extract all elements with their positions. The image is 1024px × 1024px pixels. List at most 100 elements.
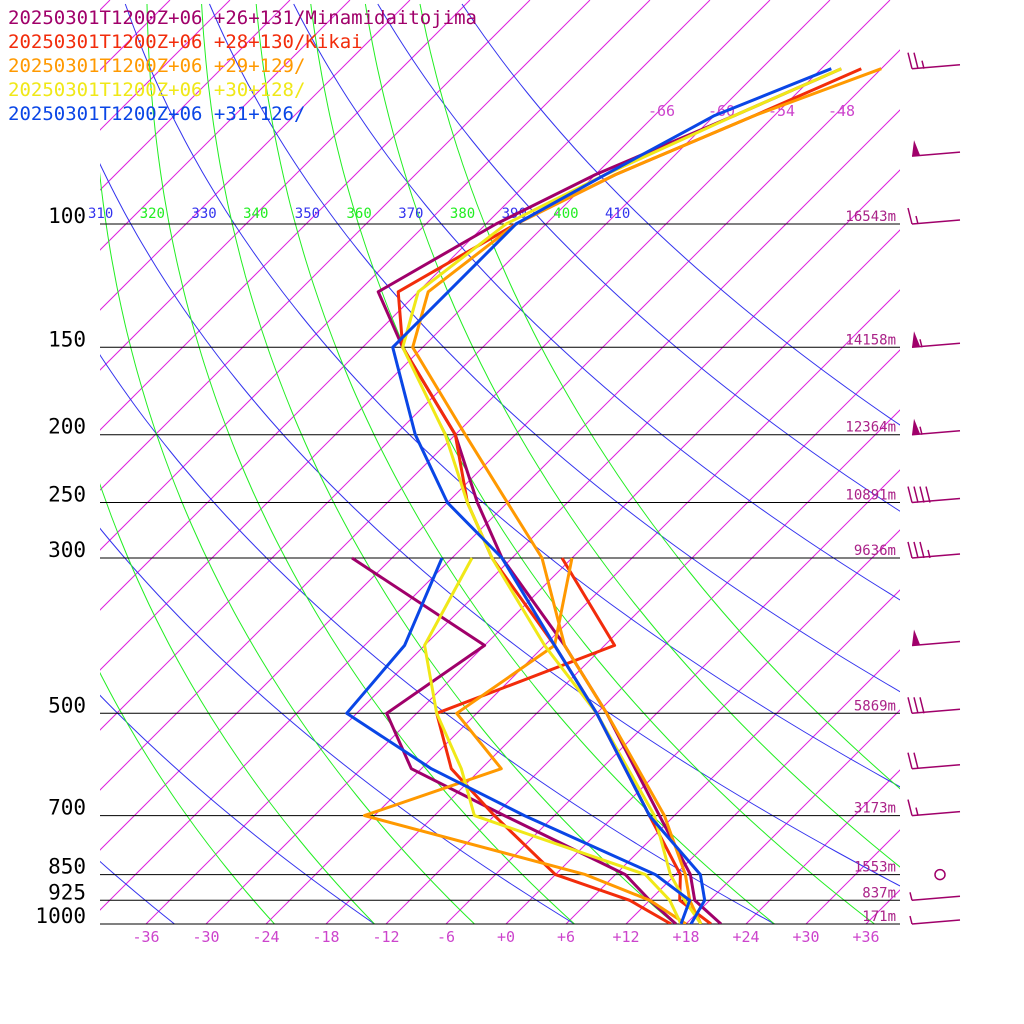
barb-staff [911,429,961,436]
moist-adiabat-line [100,171,475,924]
moist-adiabat-line [146,3,575,924]
dry-adiabat-line [124,3,900,788]
dewpoint-profile-line [345,557,692,924]
dewpoint-profile-line [423,557,683,924]
dry-adiabat-line [293,3,900,601]
isotherm-line [445,469,900,924]
height-label-200: 12364m [845,420,896,436]
series-2 [362,67,882,924]
wind-barb [911,331,961,349]
barb-half-flag [919,339,923,348]
isotherm-line [100,0,771,671]
wind-barb [911,140,961,157]
barb-flag [913,52,919,69]
barb-pennant [912,140,920,157]
barb-flag [919,541,925,559]
theta-labels: 310 320 330 340 350 360 370 380 390 400 410 [88,206,630,222]
theta-label: 330 [191,206,216,222]
isotherm-line [100,0,471,371]
barb-staff [911,63,961,70]
temperature-profile-line [391,67,832,924]
temperature-tick: -30 [192,928,219,946]
dewpoint-profile-line [351,556,678,924]
isotherm-line [100,0,411,311]
series-4 [345,67,832,924]
pressure-label-100: 100 [48,204,86,228]
isobars [100,223,900,925]
moist-adiabat-line [310,3,875,924]
temperature-profile-line [401,67,842,924]
theta-label: 350 [295,206,320,222]
wind-barbs [907,52,961,925]
barb-staff [911,708,961,715]
isotherm-line [505,529,900,924]
series-0 [351,67,842,924]
pressure-label-200: 200 [48,415,86,439]
barb-half-flag [919,426,923,435]
wind-barb [907,697,961,715]
grid-lines [0,0,900,924]
dry-adiabat-line [100,694,375,924]
barb-flag [925,486,931,503]
barb-flag [907,486,913,503]
isotherm-line [685,709,900,924]
isotherm-line [565,589,900,924]
barb-half-flag [909,892,913,901]
moist-adiabat-line [364,3,900,868]
height-label-850: 1553m [854,860,896,876]
legend-entry: 20250301T1200Z+06 +30+128/ [8,79,305,101]
barb-pennant [912,629,920,646]
series-3 [401,67,842,924]
legend-entry: 20250301T1200Z+06 +28+130/Kikai [8,31,363,53]
barb-staff [911,895,961,902]
pressure-label-925: 925 [48,880,86,904]
isotherm-line [100,0,831,731]
temperature-tick: -12 [372,928,399,946]
mixing-ratio-labels: -66 -60 -54 -48 [648,102,855,120]
moist-adiabat-line [100,671,275,924]
temperature-tick: +18 [672,928,699,946]
pressure-label-300: 300 [48,538,86,562]
barb-flag [919,486,925,503]
isotherm-line [100,0,351,251]
mixing-ratio-label: -66 [648,102,675,120]
isotherm-line [100,0,651,551]
height-label-300: 9636m [854,543,896,559]
isotherm-line [265,289,900,924]
barb-staff [911,151,961,157]
pressure-label-500: 500 [48,693,86,717]
isotherm-line [100,0,171,71]
isotherm-line [0,0,50,924]
theta-label: 360 [347,206,372,222]
temperature-tick: -6 [437,928,455,946]
dewpoint-profile-line [435,557,672,924]
wind-barb [907,486,961,504]
wind-barb [907,207,961,225]
barb-half-flag [915,807,919,816]
height-label-250: 10891m [845,488,896,504]
moist-adiabat-line [419,3,900,790]
isotherm-line [865,889,900,924]
barb-flag [907,52,913,69]
wind-barb [911,418,961,436]
barb-flag [907,752,913,769]
isotherm-line [100,0,111,11]
dry-adiabat-line [461,3,900,426]
barb-staff [911,919,961,925]
temperature-tick: +0 [497,928,515,946]
barb-half-flag [915,215,919,225]
pressure-label-700: 700 [48,796,86,820]
mixing-ratio-label: -48 [828,102,855,120]
pressure-label-250: 250 [48,483,86,507]
pressure-label-850: 850 [48,855,86,879]
theta-label: 410 [605,206,630,222]
height-label-700: 3173m [854,801,896,817]
dry-adiabat-line [209,3,900,693]
temperature-tick: +30 [792,928,819,946]
barb-staff [911,640,961,647]
wind-barb [934,868,946,881]
barb-staff [911,342,961,349]
temperature-profile-line [411,67,882,924]
